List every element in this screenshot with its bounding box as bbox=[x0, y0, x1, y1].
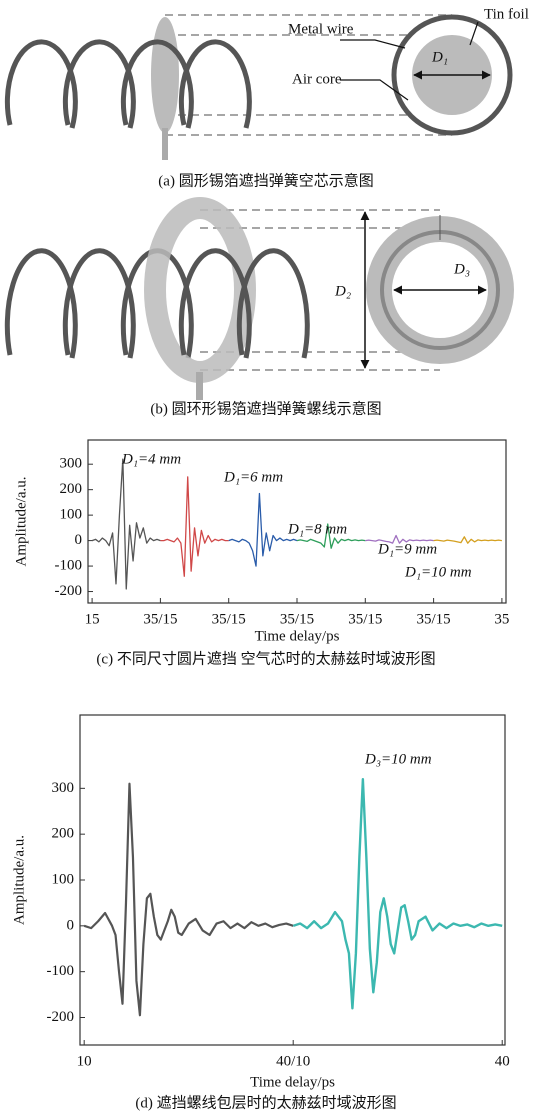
annotation: D₃=10 mm bbox=[364, 751, 432, 767]
label: D₁ bbox=[431, 49, 448, 65]
line bbox=[91, 458, 161, 590]
y-tick-label: 100 bbox=[60, 507, 83, 523]
line bbox=[433, 536, 502, 544]
y-tick-label: -200 bbox=[55, 583, 83, 599]
line bbox=[365, 534, 434, 544]
y-tick-label: 300 bbox=[60, 456, 83, 472]
caption: (d) 遮挡螺线包层时的太赫兹时域波形图 bbox=[135, 1094, 396, 1111]
line bbox=[296, 523, 366, 549]
x-tick-label: 10 bbox=[77, 1053, 92, 1069]
line bbox=[228, 492, 298, 567]
label: D₃ bbox=[453, 261, 470, 277]
y-axis-label: Amplitude/a.u. bbox=[13, 477, 29, 567]
series-label: D₁=8 mm bbox=[287, 521, 347, 537]
series-label: D₁=6 mm bbox=[223, 469, 283, 485]
y-tick-label: 200 bbox=[60, 481, 83, 497]
series-label: D₁=10 mm bbox=[404, 564, 472, 580]
x-tick-label: 35/15 bbox=[212, 611, 246, 627]
line bbox=[160, 476, 229, 577]
label: D₂ bbox=[334, 283, 351, 299]
series-label: D₁=9 mm bbox=[377, 541, 437, 557]
label: Tin foil bbox=[484, 6, 529, 22]
x-axis-label: Time delay/ps bbox=[250, 1074, 335, 1090]
y-tick-label: -100 bbox=[55, 558, 83, 574]
line bbox=[83, 782, 294, 1017]
x-axis-label: Time delay/ps bbox=[255, 628, 340, 644]
diagram-a: Metal wire Tin foil Air core D₁ (a) 圆形锡箔… bbox=[4, 6, 529, 189]
caption: (b) 圆环形锡箔遮挡弹簧螺线示意图 bbox=[150, 399, 381, 417]
label: Metal wire bbox=[288, 21, 354, 37]
x-tick-label: 35/15 bbox=[143, 611, 177, 627]
x-tick-label: 35 bbox=[494, 611, 509, 627]
y-tick-label: 200 bbox=[52, 826, 75, 842]
caption: (c) 不同尺寸圆片遮挡 空气芯时的太赫兹时域波形图 bbox=[96, 650, 435, 667]
y-tick-label: 0 bbox=[67, 917, 75, 933]
y-tick-label: 300 bbox=[52, 780, 75, 796]
x-tick-label: 35/15 bbox=[280, 611, 314, 627]
label: Air core bbox=[292, 71, 342, 87]
x-tick-label: 35/15 bbox=[348, 611, 382, 627]
x-tick-label: 40 bbox=[495, 1053, 510, 1069]
y-tick-label: -100 bbox=[47, 963, 75, 979]
y-tick-label: 0 bbox=[75, 532, 83, 548]
x-tick-label: 15 bbox=[85, 611, 100, 627]
diagram-b: D₂ D₃ (b) 圆环形锡箔遮挡弹簧螺线示意图 bbox=[4, 197, 514, 417]
line bbox=[292, 777, 503, 1010]
y-tick-label: -200 bbox=[47, 1009, 75, 1025]
caption: (a) 圆形锡箔遮挡弹簧空芯示意图 bbox=[158, 171, 373, 189]
x-tick-label: 35/15 bbox=[417, 611, 451, 627]
y-tick-label: 100 bbox=[52, 871, 75, 887]
y-axis-label: Amplitude/a.u. bbox=[11, 835, 27, 925]
series-label: D₁=4 mm bbox=[121, 451, 181, 467]
plot-frame bbox=[79, 714, 506, 1046]
x-tick-label: 40/10 bbox=[276, 1053, 310, 1069]
